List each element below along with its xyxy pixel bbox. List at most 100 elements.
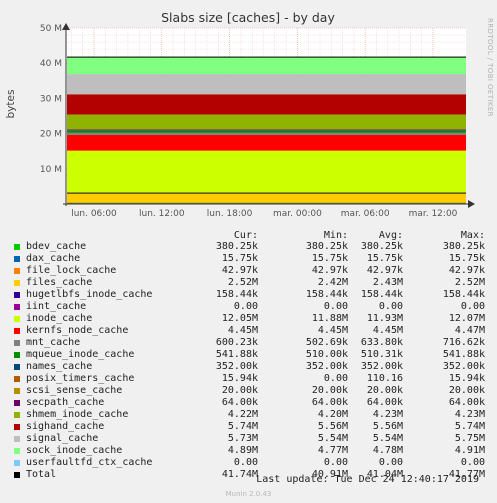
area-kernfs-node-cache xyxy=(67,134,466,151)
legend-name: secpath_cache xyxy=(26,397,105,408)
header-avg: Avg: xyxy=(378,230,403,241)
rrdtool-credit: RRDTOOL / TOBI OETIKER xyxy=(486,18,494,117)
y-tick-label: 30 M xyxy=(40,94,62,104)
legend-swatch xyxy=(14,328,20,334)
legend-cur: 600.23k xyxy=(215,337,258,348)
legend-name: posix_timers_cache xyxy=(26,373,135,384)
legend-min: 11.88M xyxy=(311,313,348,324)
legend-cur: 20.00k xyxy=(221,385,258,396)
legend-max: 5.75M xyxy=(454,433,485,444)
legend-max: 352.00k xyxy=(442,361,485,372)
chart-title: Slabs size [caches] - by day xyxy=(161,10,335,25)
area-inode-cache xyxy=(67,150,466,194)
legend-max: 380.25k xyxy=(442,241,485,252)
legend-swatch xyxy=(14,472,20,478)
legend-avg: 41.04M xyxy=(366,469,403,480)
legend-min: 380.25k xyxy=(305,241,348,252)
area-secpath-cache xyxy=(67,129,466,130)
legend-row: Total 41.74M 40.91M 41.04M 41.77M xyxy=(10,469,488,481)
legend-name: files_cache xyxy=(26,277,93,288)
legend-avg: 5.54M xyxy=(372,433,403,444)
legend-swatch xyxy=(14,424,20,430)
area-file-lock-cache xyxy=(67,202,466,204)
legend-row: iint_cache 0.00 0.00 0.00 0.00 xyxy=(10,301,488,313)
legend-max: 12.07M xyxy=(448,313,485,324)
legend-cur: 4.45M xyxy=(227,325,258,336)
legend-cur: 15.75k xyxy=(221,253,258,264)
legend-row: dax_cache 15.75k 15.75k 15.75k 15.75k xyxy=(10,253,488,265)
x-tick-labels: lun. 06:00 lun. 12:00 lun. 18:00 mar. 00:00… xyxy=(71,209,457,219)
legend-row: hugetlbfs_inode_cache 158.44k 158.44k 158.4… xyxy=(10,289,488,301)
munin-version: Munin 2.0.43 xyxy=(225,490,272,498)
y-tick-label: 50 M xyxy=(40,24,62,34)
legend-min: 5.54M xyxy=(317,433,348,444)
legend-name: userfaultfd_ctx_cache xyxy=(26,457,153,468)
legend-swatch xyxy=(14,244,20,250)
legend-cur: 12.05M xyxy=(221,313,258,324)
legend-max: 15.94k xyxy=(448,373,485,384)
stacked-areas xyxy=(67,56,466,204)
legend-max: 4.47M xyxy=(454,325,485,336)
legend-cur: 352.00k xyxy=(215,361,258,372)
legend-swatch xyxy=(14,316,20,322)
legend-max: 41.77M xyxy=(448,469,485,480)
legend-row: sock_inode_cache 4.89M 4.77M 4.78M 4.91M xyxy=(10,445,488,457)
legend-cur: 64.00k xyxy=(221,397,258,408)
area-sock-inode-cache xyxy=(67,56,466,75)
legend-avg: 42.97k xyxy=(366,265,403,276)
legend-name: shmem_inode_cache xyxy=(26,409,129,420)
legend-avg: 4.45M xyxy=(372,325,403,336)
y-tick-label: 10 M xyxy=(40,165,62,175)
legend-avg: 20.00k xyxy=(366,385,403,396)
legend-avg: 4.23M xyxy=(372,409,403,420)
legend-swatch xyxy=(14,292,20,298)
legend-row: secpath_cache 64.00k 64.00k 64.00k 64.00k xyxy=(10,397,488,409)
x-tick-label: mar. 06:00 xyxy=(341,209,390,219)
legend-min: 502.69k xyxy=(305,337,348,348)
legend-min: 158.44k xyxy=(305,289,348,300)
legend-row: mqueue_inode_cache 541.88k 510.00k 510.31k 5… xyxy=(10,349,488,361)
y-tick-label: 20 M xyxy=(40,130,62,140)
legend-swatch xyxy=(14,256,20,262)
legend-name: scsi_sense_cache xyxy=(26,385,123,396)
x-tick-label: mar. 00:00 xyxy=(273,209,322,219)
header-min: Min: xyxy=(323,230,348,241)
legend-max: 541.88k xyxy=(442,349,485,360)
legend-name: names_cache xyxy=(26,361,93,372)
legend-min: 0.00 xyxy=(323,373,348,384)
legend-name: signal_cache xyxy=(26,433,99,444)
legend-row: bdev_cache 380.25k 380.25k 380.25k 380.25k xyxy=(10,241,488,253)
legend-row: signal_cache 5.73M 5.54M 5.54M 5.75M xyxy=(10,433,488,445)
legend-cur: 5.74M xyxy=(227,421,258,432)
legend-swatch xyxy=(14,304,20,310)
legend-min: 2.42M xyxy=(317,277,348,288)
legend-avg: 0.00 xyxy=(378,457,403,468)
legend-name: inode_cache xyxy=(26,313,93,324)
legend-min: 0.00 xyxy=(323,457,348,468)
legend-cur: 4.22M xyxy=(227,409,258,420)
legend-max: 5.74M xyxy=(454,421,485,432)
legend-min: 4.45M xyxy=(317,325,348,336)
legend-row: shmem_inode_cache 4.22M 4.20M 4.23M 4.23M xyxy=(10,409,488,421)
y-tick-labels: 10 M 20 M 30 M 40 M 50 M xyxy=(40,24,62,175)
legend-min: 0.00 xyxy=(323,301,348,312)
header-max: Max: xyxy=(460,230,485,241)
legend-cur: 541.88k xyxy=(215,349,258,360)
axes xyxy=(62,23,475,208)
legend-swatch xyxy=(14,268,20,274)
area-signal-cache xyxy=(67,74,466,95)
legend-min: 352.00k xyxy=(305,361,348,372)
y-tick-label: 40 M xyxy=(40,59,62,69)
legend-cur: 0.00 xyxy=(233,301,258,312)
legend-row: files_cache 2.52M 2.42M 2.43M 2.52M xyxy=(10,277,488,289)
legend-max: 64.00k xyxy=(448,397,485,408)
legend-max: 42.97k xyxy=(448,265,485,276)
legend-row: kernfs_node_cache 4.45M 4.45M 4.45M 4.47M xyxy=(10,325,488,337)
legend-swatch xyxy=(14,352,20,358)
legend-max: 158.44k xyxy=(442,289,485,300)
legend-swatch xyxy=(14,412,20,418)
legend-cur: 5.73M xyxy=(227,433,258,444)
legend-name: file_lock_cache xyxy=(26,265,117,276)
area-mnt-cache xyxy=(67,132,466,135)
x-tick-label: lun. 18:00 xyxy=(207,209,253,219)
